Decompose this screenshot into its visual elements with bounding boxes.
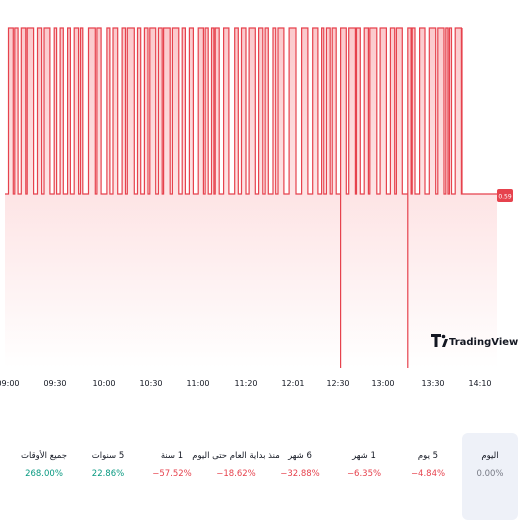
period-label: 1 سنة — [160, 451, 184, 461]
period-tab[interactable]: منذ بداية العام حتى اليوم −18.62% — [192, 433, 279, 520]
price-line — [5, 27, 497, 368]
time-tick-label: 09:30 — [43, 379, 66, 388]
period-tab[interactable]: جميع الأوقات 268.00% — [14, 433, 74, 520]
period-change-value: 22.86% — [91, 469, 125, 479]
period-tab[interactable]: 6 شهر −32.88% — [270, 433, 330, 520]
last-price-tag: 0.59 — [497, 189, 513, 202]
period-change-value: −18.62% — [216, 469, 256, 479]
time-tick-label: 12:01 — [281, 379, 304, 388]
period-tab[interactable]: 1 شهر −6.35% — [334, 433, 394, 520]
tradingview-wordmark: TradingView — [449, 337, 518, 348]
tradingview-logo-icon — [431, 334, 448, 347]
period-change-value: −57.52% — [152, 469, 192, 479]
period-label: جميع الأوقات — [21, 451, 67, 461]
time-tick-label: 12:30 — [326, 379, 349, 388]
time-tick-label: 14:10 — [468, 379, 491, 388]
period-tab[interactable]: اليوم 0.00% — [462, 433, 518, 520]
period-change-value: −4.84% — [410, 469, 446, 479]
time-tick-label: 11:20 — [234, 379, 257, 388]
price-area-fill — [5, 28, 497, 368]
period-label: اليوم — [481, 451, 499, 461]
time-tick-label: 11:00 — [186, 379, 209, 388]
period-change-value: 0.00% — [476, 469, 504, 479]
period-change-value: 268.00% — [25, 469, 63, 479]
tradingview-watermark: TradingView — [431, 334, 518, 348]
period-label: منذ بداية العام حتى اليوم — [192, 451, 280, 461]
time-tick-label: 13:30 — [421, 379, 444, 388]
period-tab[interactable]: 5 يوم −4.84% — [398, 433, 458, 520]
period-label: 5 سنوات — [91, 451, 125, 461]
period-change-value: −32.88% — [280, 469, 320, 479]
last-price-label: 0.59 — [498, 194, 512, 201]
time-tick-label: 13:00 — [371, 379, 394, 388]
period-change-value: −6.35% — [346, 469, 382, 479]
time-tick-label: 10:30 — [139, 379, 162, 388]
period-label: 1 شهر — [352, 451, 376, 461]
time-tick-label: 10:00 — [92, 379, 115, 388]
period-label: 6 شهر — [288, 451, 312, 461]
time-axis: 09:00 09:30 10:00 10:30 11:00 11:20 12:01 12:30… — [0, 379, 492, 388]
price-chart[interactable]: 09:00 09:30 10:00 10:30 11:00 11:20 12:01 12:30… — [0, 0, 520, 400]
period-tab[interactable]: 5 سنوات 22.86% — [78, 433, 138, 520]
period-tab[interactable]: 1 سنة −57.52% — [142, 433, 202, 520]
time-tick-label: 09:00 — [0, 379, 20, 388]
period-label: 5 يوم — [417, 451, 439, 461]
performance-periods: اليوم 0.00% 5 يوم −4.84% 1 شهر −6.35% 6 شهر −32… — [0, 433, 520, 520]
